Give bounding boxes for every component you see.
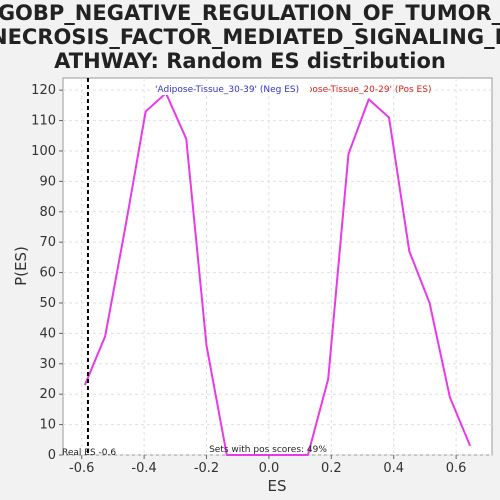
y-tick-label: 50	[39, 296, 56, 311]
x-tick-label: 0.6	[446, 461, 467, 476]
y-tick-label: 20	[39, 387, 56, 402]
chart-title-line-1: GOBP_NEGATIVE_REGULATION_OF_TUMOR_	[0, 1, 500, 25]
y-tick-label: 60	[39, 266, 56, 281]
real-es-label: Real ES -0.6	[62, 448, 116, 458]
y-tick-label: 100	[31, 144, 56, 159]
pos-es-label: 'Adipose-Tissue_20-29' (Pos ES)	[290, 85, 431, 95]
chart-title-line-2: NECROSIS_FACTOR_MEDIATED_SIGNALING_P	[0, 25, 500, 49]
y-tick-label: 30	[39, 357, 56, 372]
neg-es-label: 'Adipose-Tissue_30-39' (Neg ES)	[155, 85, 299, 95]
y-tick-label: 120	[31, 83, 56, 98]
y-tick-label: 40	[39, 326, 56, 341]
y-axis-label: P(ES)	[12, 246, 30, 286]
x-tick-label: -0.6	[69, 461, 94, 476]
x-axis-label: ES	[268, 477, 287, 495]
x-tick-label: 0.0	[259, 461, 280, 476]
y-tick-label: 70	[39, 235, 56, 250]
y-tick-label: 80	[39, 205, 56, 220]
x-tick-label: 0.4	[383, 461, 404, 476]
x-tick-label: 0.2	[321, 461, 342, 476]
y-tick-label: 110	[31, 114, 56, 129]
y-tick-label: 10	[39, 418, 56, 433]
chart-title-line-3: ATHWAY: Random ES distribution	[54, 49, 446, 73]
plot-area	[63, 78, 492, 455]
y-tick-label: 90	[39, 174, 56, 189]
y-tick-label: 0	[48, 448, 56, 463]
pos-fraction-label: Sets with pos scores: 49%	[209, 445, 327, 455]
x-tick-label: -0.2	[194, 461, 219, 476]
x-tick-label: -0.4	[131, 461, 156, 476]
